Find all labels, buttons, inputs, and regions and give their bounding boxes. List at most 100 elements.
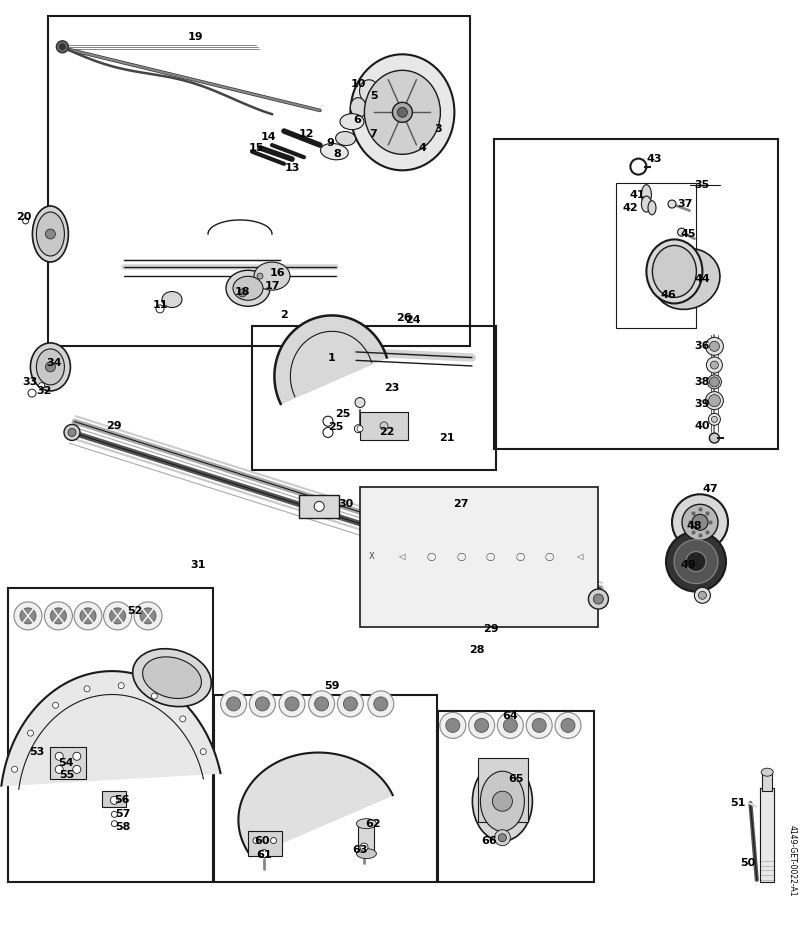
Ellipse shape <box>350 97 366 118</box>
Ellipse shape <box>142 657 202 698</box>
Circle shape <box>374 697 388 710</box>
Ellipse shape <box>653 248 720 310</box>
Circle shape <box>561 719 575 732</box>
Circle shape <box>492 791 512 812</box>
Text: 18: 18 <box>234 287 250 297</box>
Circle shape <box>672 494 728 550</box>
Text: ◯: ◯ <box>545 552 554 562</box>
Text: 12: 12 <box>298 129 314 139</box>
Circle shape <box>503 719 518 732</box>
Circle shape <box>255 697 270 710</box>
Text: 26: 26 <box>396 314 412 323</box>
Circle shape <box>73 753 81 760</box>
Circle shape <box>55 753 63 760</box>
Circle shape <box>221 691 246 717</box>
Ellipse shape <box>37 212 64 256</box>
Circle shape <box>28 389 36 397</box>
Ellipse shape <box>357 819 377 828</box>
Circle shape <box>707 375 722 388</box>
Circle shape <box>226 697 241 710</box>
Text: 2: 2 <box>280 311 288 320</box>
Text: 49: 49 <box>680 561 696 570</box>
Text: 36: 36 <box>694 342 710 351</box>
Circle shape <box>710 342 719 351</box>
Text: 31: 31 <box>190 561 206 570</box>
Text: 4: 4 <box>418 143 426 153</box>
Circle shape <box>474 719 489 732</box>
Circle shape <box>440 712 466 739</box>
Ellipse shape <box>646 240 702 303</box>
Circle shape <box>253 838 259 843</box>
Circle shape <box>668 200 676 208</box>
Text: 44: 44 <box>694 274 710 284</box>
Circle shape <box>140 607 156 624</box>
Polygon shape <box>760 788 774 882</box>
Ellipse shape <box>133 649 211 707</box>
Circle shape <box>498 834 506 841</box>
Circle shape <box>709 395 720 406</box>
Circle shape <box>368 691 394 717</box>
Text: 64: 64 <box>502 711 518 721</box>
Circle shape <box>709 414 720 425</box>
Text: 61: 61 <box>256 850 272 859</box>
Text: 20: 20 <box>16 212 32 222</box>
Text: 13: 13 <box>284 164 300 173</box>
Circle shape <box>285 697 299 710</box>
Text: 9: 9 <box>326 139 334 148</box>
Text: 58: 58 <box>114 823 130 832</box>
Circle shape <box>678 228 686 236</box>
Circle shape <box>711 417 718 422</box>
Text: 1: 1 <box>328 353 336 362</box>
Circle shape <box>323 417 333 426</box>
Bar <box>48 16 470 346</box>
Ellipse shape <box>761 768 773 776</box>
Circle shape <box>50 607 66 624</box>
Circle shape <box>498 712 523 739</box>
Text: 59: 59 <box>324 681 340 691</box>
Bar <box>360 412 408 440</box>
Text: 19: 19 <box>187 33 203 42</box>
Circle shape <box>469 712 494 739</box>
Circle shape <box>694 587 710 604</box>
Text: 45: 45 <box>680 229 696 239</box>
Text: 60: 60 <box>254 836 270 845</box>
Text: 33: 33 <box>22 377 38 387</box>
Circle shape <box>68 429 76 436</box>
Circle shape <box>156 305 164 313</box>
Circle shape <box>279 691 305 717</box>
Text: 42: 42 <box>622 203 638 212</box>
Circle shape <box>250 691 275 717</box>
Polygon shape <box>274 315 386 404</box>
Circle shape <box>46 362 55 372</box>
Text: 54: 54 <box>58 758 74 768</box>
Bar <box>248 831 282 856</box>
Text: 29: 29 <box>106 421 122 431</box>
Circle shape <box>355 398 365 407</box>
Text: 38: 38 <box>694 377 710 387</box>
Circle shape <box>594 594 603 604</box>
Circle shape <box>354 425 362 432</box>
Circle shape <box>12 767 18 772</box>
Ellipse shape <box>472 761 533 841</box>
Bar <box>8 588 213 882</box>
Text: ◯: ◯ <box>515 552 525 562</box>
Ellipse shape <box>364 70 440 154</box>
Ellipse shape <box>340 113 364 130</box>
Ellipse shape <box>254 262 290 290</box>
Circle shape <box>338 691 363 717</box>
Ellipse shape <box>37 349 64 385</box>
Ellipse shape <box>233 276 263 300</box>
Text: 41: 41 <box>630 190 646 199</box>
Circle shape <box>238 289 246 297</box>
Circle shape <box>111 821 118 826</box>
Circle shape <box>360 843 368 851</box>
Circle shape <box>674 539 718 584</box>
Text: 29: 29 <box>483 624 499 634</box>
Bar <box>616 183 696 328</box>
Text: 35: 35 <box>694 181 710 190</box>
Ellipse shape <box>30 343 70 391</box>
Circle shape <box>260 850 268 857</box>
Circle shape <box>80 607 96 624</box>
Circle shape <box>526 712 552 739</box>
Circle shape <box>588 589 608 609</box>
